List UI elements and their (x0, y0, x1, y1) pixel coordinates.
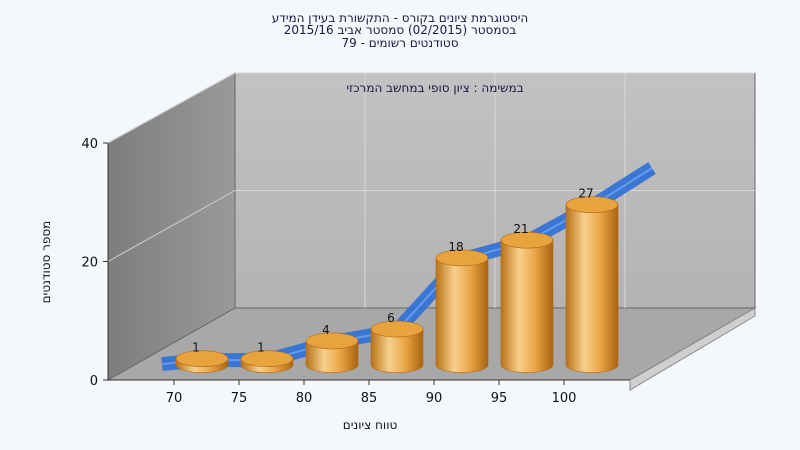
y-tick-label: 40 (81, 137, 98, 152)
data-label: 18 (448, 240, 463, 254)
data-label: 1 (192, 341, 200, 355)
grid-horizontal (107, 72, 236, 144)
chart-title-line-3: סטודנטים רשומים - 79 (341, 36, 458, 50)
bar-body (305, 340, 359, 373)
data-label: 21 (513, 222, 528, 236)
chart-title-line-2: בסמסטר (02/2015) סמסטר אביב 2015/16 (284, 23, 516, 37)
bar (500, 231, 554, 373)
data-label: 6 (387, 311, 395, 325)
chart-floor-edge (629, 307, 756, 391)
bar-top (370, 320, 424, 338)
bar-top (500, 231, 554, 249)
y-axis-label: מספר סטודנטים (39, 221, 53, 304)
bar (175, 350, 229, 373)
grid-horizontal (107, 190, 236, 262)
x-tick-label: 95 (491, 391, 508, 406)
x-tick-label: 75 (231, 391, 248, 406)
bar-top (305, 332, 359, 350)
data-label: 1 (257, 341, 265, 355)
bar-body (370, 328, 424, 373)
chart-title-line-1: היסטוגרמת ציונים בקורס - התקשורת בעידן ה… (272, 11, 529, 25)
bar-body (500, 239, 554, 373)
bar-body (435, 257, 489, 373)
chart-subtitle: במשימה : ציון סופי במחשב המרכזי (346, 81, 523, 95)
bar (435, 249, 489, 373)
bar-top (435, 249, 489, 267)
y-ticks: 0 20 40 (81, 137, 108, 389)
y-tick-label: 0 (90, 374, 98, 389)
x-tick-label: 85 (361, 391, 378, 406)
bar-top (240, 350, 294, 367)
data-label: 27 (578, 187, 593, 201)
bars (175, 196, 619, 373)
x-tick-label: 70 (166, 391, 183, 406)
bar-top (175, 350, 229, 367)
bar (565, 196, 619, 373)
gridlines (107, 72, 755, 308)
x-tick-label: 80 (296, 391, 313, 406)
x-tick-label: 90 (426, 391, 443, 406)
data-labels: 1 1 4 6 18 21 27 (192, 187, 593, 355)
bar-top (565, 196, 619, 213)
bar (305, 332, 359, 373)
x-axis-label: טווח ציונים (343, 418, 398, 432)
bar (240, 350, 294, 373)
bar-body (565, 204, 619, 373)
x-ticks: 70 75 80 85 90 95 100 (166, 380, 577, 406)
y-tick-label: 20 (81, 256, 98, 271)
x-tick-label: 100 (552, 391, 577, 406)
data-label: 4 (322, 323, 330, 337)
bar (370, 320, 424, 373)
